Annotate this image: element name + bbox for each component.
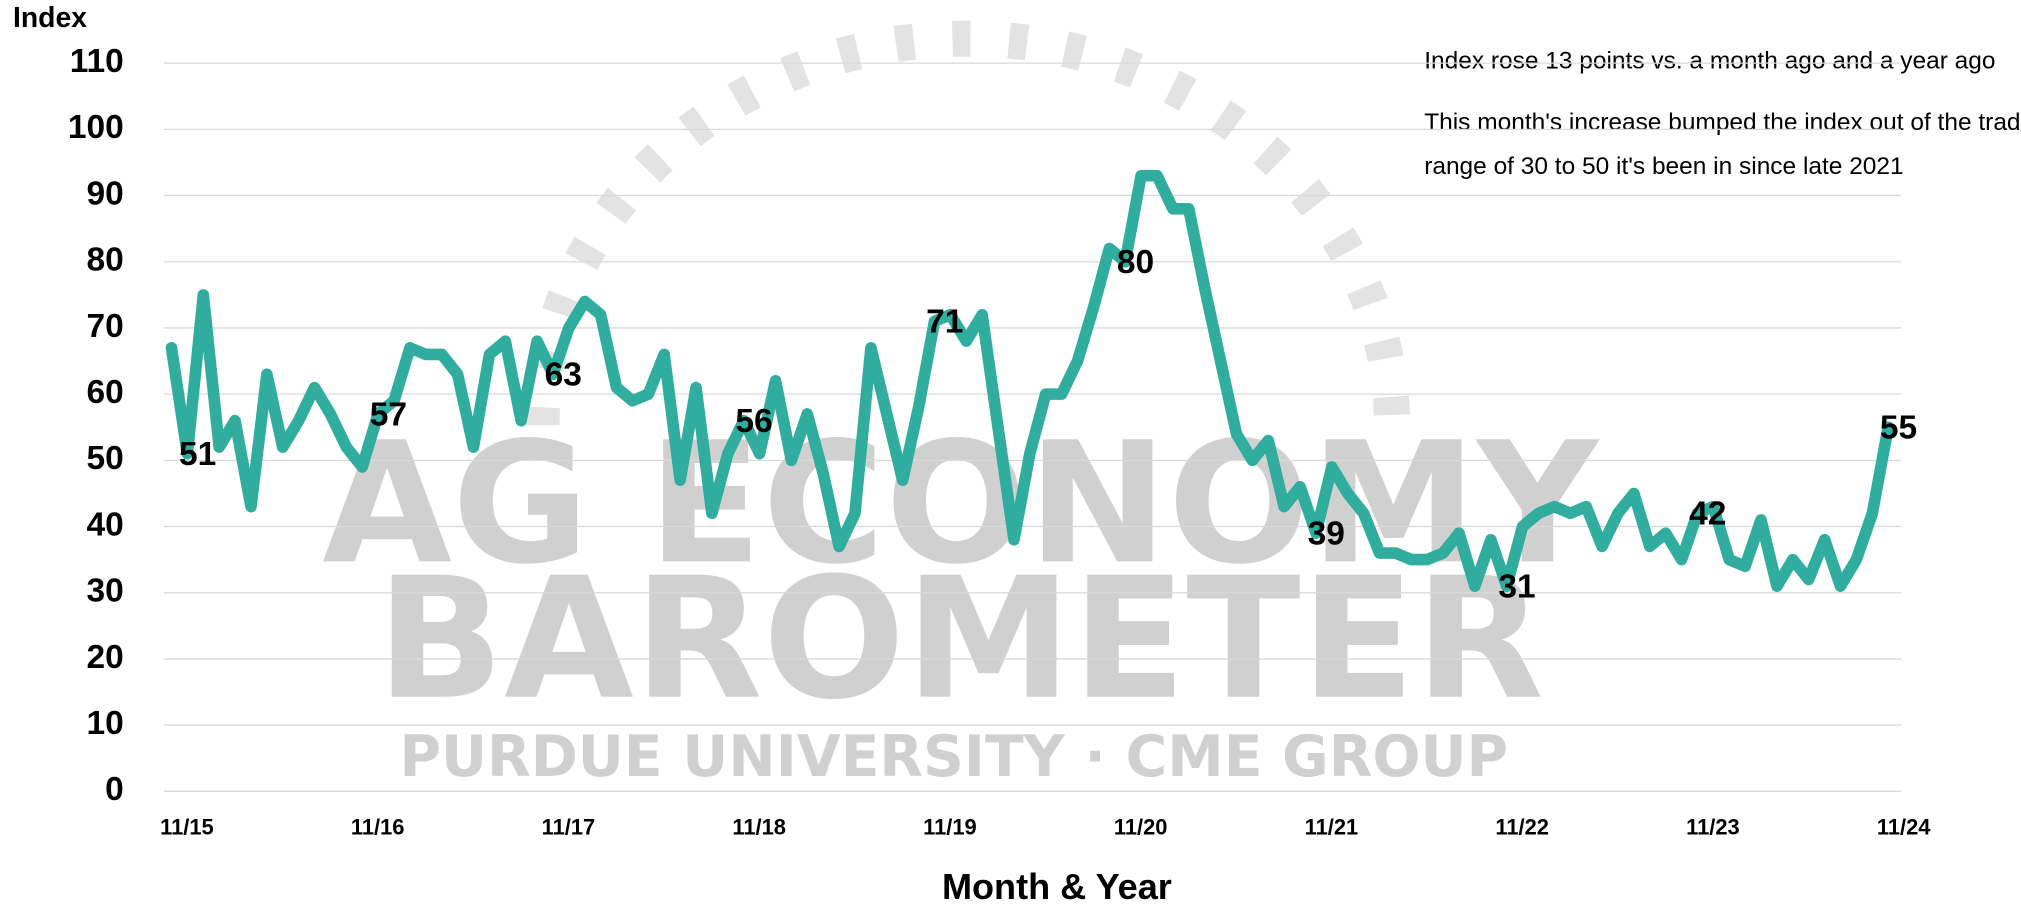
- data-label: 57: [370, 396, 407, 433]
- y-tick-label: 10: [87, 705, 124, 742]
- annotation: Index rose 13 points vs. a month ago and…: [1424, 47, 1995, 74]
- y-tick-label: 100: [68, 109, 124, 146]
- x-tick-label: 11/22: [1495, 814, 1549, 839]
- x-tick-label: 11/20: [1114, 814, 1168, 839]
- x-tick-label: 11/18: [732, 814, 786, 839]
- y-tick-label: 50: [87, 440, 124, 477]
- watermark-text: BAROMETER: [376, 541, 1544, 737]
- annotation: This month's increase bumped the index o…: [1424, 109, 2021, 136]
- x-tick-label: 11/16: [351, 814, 405, 839]
- x-tick-label: 11/24: [1877, 814, 1931, 839]
- data-label: 42: [1689, 496, 1726, 533]
- y-tick-label: 0: [105, 771, 124, 808]
- x-tick-label: 11/21: [1305, 814, 1359, 839]
- x-tick-label: 11/23: [1686, 814, 1740, 839]
- annotation: range of 30 to 50 it's been in since lat…: [1424, 153, 1903, 180]
- watermark-text: PURDUE UNIVERSITY · CME GROUP: [399, 724, 1508, 790]
- y-axis-label: Index: [13, 2, 87, 34]
- watermark-text: AG ECONOMY: [322, 405, 1600, 601]
- watermark: AG ECONOMY BAROMETER PURDUE UNIVERSITY ·…: [322, 20, 1600, 790]
- data-label: 71: [926, 304, 963, 341]
- data-label: 31: [1498, 569, 1535, 606]
- data-label: 55: [1880, 410, 1917, 447]
- y-tick-label: 20: [87, 639, 124, 676]
- y-tick-label: 110: [70, 43, 124, 80]
- y-tick-label: 90: [87, 175, 124, 212]
- x-tick-label: 11/15: [160, 814, 214, 839]
- x-tick-label: 11/17: [542, 814, 596, 839]
- data-line: [165, 169, 1894, 592]
- x-tick-label: 11/19: [923, 814, 977, 839]
- data-label: 51: [179, 436, 216, 473]
- y-tick-label: 60: [87, 374, 124, 411]
- y-tick-label: 80: [87, 242, 124, 279]
- y-tick-label: 30: [87, 573, 124, 610]
- y-tick-label: 70: [87, 308, 124, 345]
- data-label: 56: [735, 403, 772, 440]
- data-label: 63: [545, 357, 582, 394]
- gauge-arc: [523, 20, 1411, 426]
- y-tick-label: 40: [87, 506, 124, 543]
- data-label: 80: [1117, 244, 1154, 281]
- data-label: 39: [1308, 516, 1345, 553]
- x-axis-label: Month & Year: [942, 866, 1172, 907]
